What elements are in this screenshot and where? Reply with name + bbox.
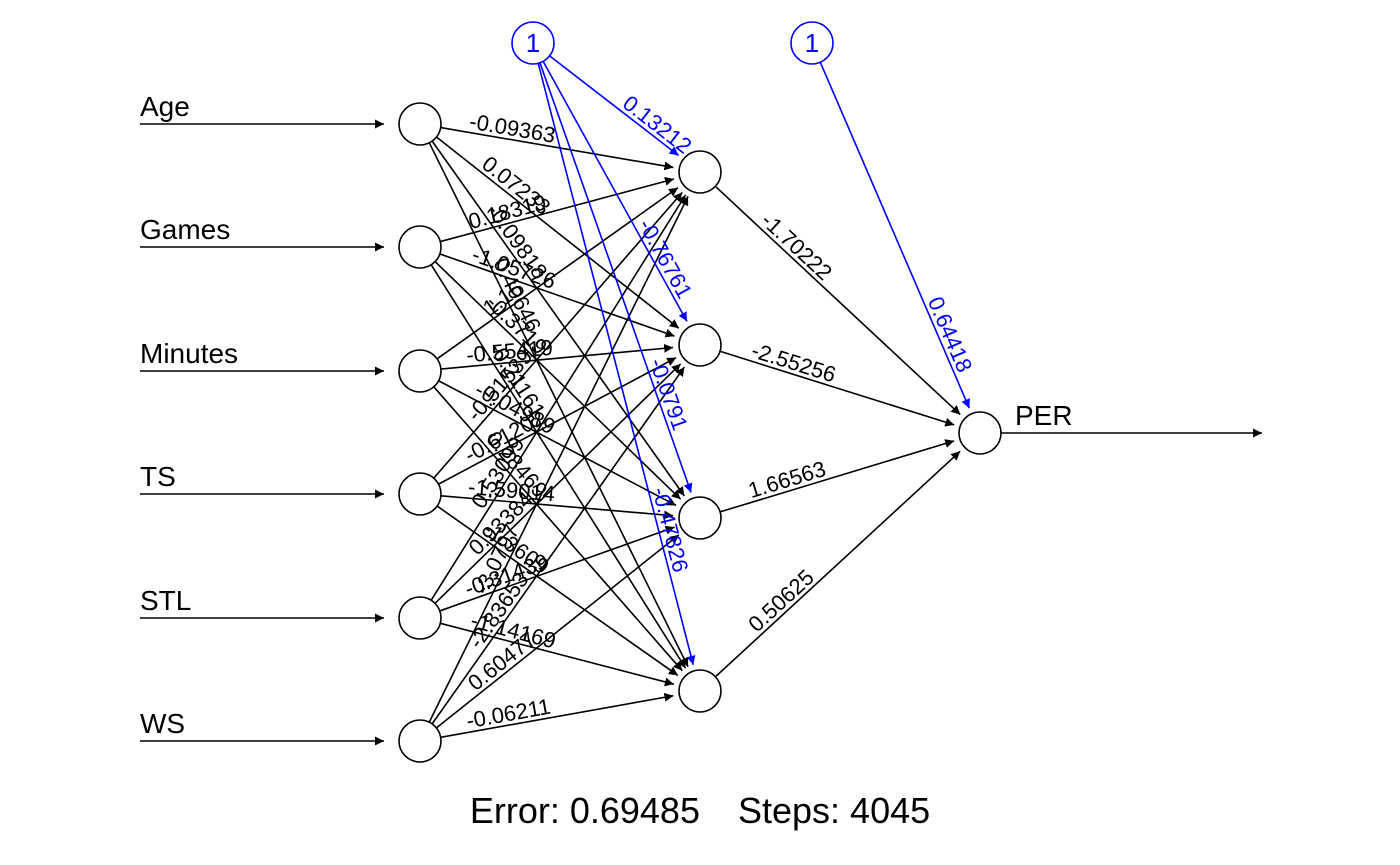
input-node-stl [398,596,442,640]
edge-hidden-4-to-output [714,450,961,678]
edge-minutes-to-hidden-3 [438,380,677,507]
edge-minutes-to-hidden-1 [436,186,679,360]
weight-label: -2.55256 [749,337,839,387]
edge-ts-to-hidden-2 [438,356,677,485]
edge-bias-to-hidden-3 [539,62,693,493]
edge-age-to-hidden-3 [431,140,686,497]
edge-bias-to-hidden-4 [537,63,696,666]
edge-hidden-3-to-output [719,439,955,513]
hidden-node-2 [678,323,722,367]
input-node-games [398,225,442,269]
edge-games-to-hidden-2 [439,253,675,338]
input-label-stl: STL [140,585,191,616]
nodes [398,21,1002,763]
edge-hidden-1-to-output [714,185,961,416]
bias-node-label: 1 [805,28,819,58]
input-node-ts [398,472,442,516]
edge-ts-to-hidden-1 [433,191,683,479]
hidden-node-1 [678,150,722,194]
bias-weight-label: 0.64418 [923,293,977,376]
output-label: PER [1015,400,1073,431]
edge-ts-to-hidden-3 [440,494,674,520]
edge-games-to-hidden-1 [440,176,675,243]
bias-node-label: 1 [526,28,540,58]
edge-age-to-hidden-1 [440,126,674,171]
edge-ts-to-hidden-4 [436,505,679,677]
edge-bias-to-hidden-1 [549,55,680,157]
bias-node-output [790,21,834,65]
input-label-games: Games [140,214,230,245]
hidden-node-3 [678,496,722,540]
bias-weight-label: -0.0791 [644,355,692,434]
edge-bias-to-output [819,61,971,409]
edge-ws-to-hidden-3 [435,534,680,729]
edge-ws-to-hidden-4 [440,692,674,739]
edge-hidden-2-to-output [719,350,955,427]
edge-stl-to-hidden-4 [440,622,675,687]
labels: -0.093630.07233-0.098180.406460.18319-1.… [140,28,1073,739]
edge-ws-to-hidden-1 [428,195,689,723]
training-summary: Error: 0.69485 Steps: 4045 [0,790,1400,832]
input-node-age [398,102,442,146]
weight-label: 0.50625 [743,565,818,637]
edge-minutes-to-hidden-2 [440,343,674,370]
edge-bias-to-hidden-2 [542,60,688,322]
input-label-age: Age [140,91,190,122]
error-value: Error: 0.69485 [469,790,700,831]
input-node-ws [398,719,442,763]
weight-label: -0.09363 [468,109,558,148]
edge-stl-to-hidden-2 [434,363,682,604]
weight-label: 1.66563 [745,456,828,503]
edge-ws-to-hidden-2 [431,366,686,725]
input-label-ws: WS [140,708,185,739]
weight-label: -0.06211 [464,694,552,734]
weight-label: -1.70222 [756,208,837,286]
input-label-ts: TS [140,461,176,492]
edge-minutes-to-hidden-4 [433,386,683,672]
edge-stl-to-hidden-3 [439,525,675,612]
edge-stl-to-hidden-1 [430,194,687,601]
bias-node-hidden [511,21,555,65]
edge-age-to-hidden-4 [428,142,689,668]
connections [140,55,1262,746]
output-node [958,411,1002,455]
hidden-node-4 [678,669,722,713]
bias-weight-label: 0.13212 [618,90,696,158]
input-node-minutes [398,349,442,393]
input-label-minutes: Minutes [140,338,238,369]
steps-value: Steps: 4045 [738,790,931,831]
